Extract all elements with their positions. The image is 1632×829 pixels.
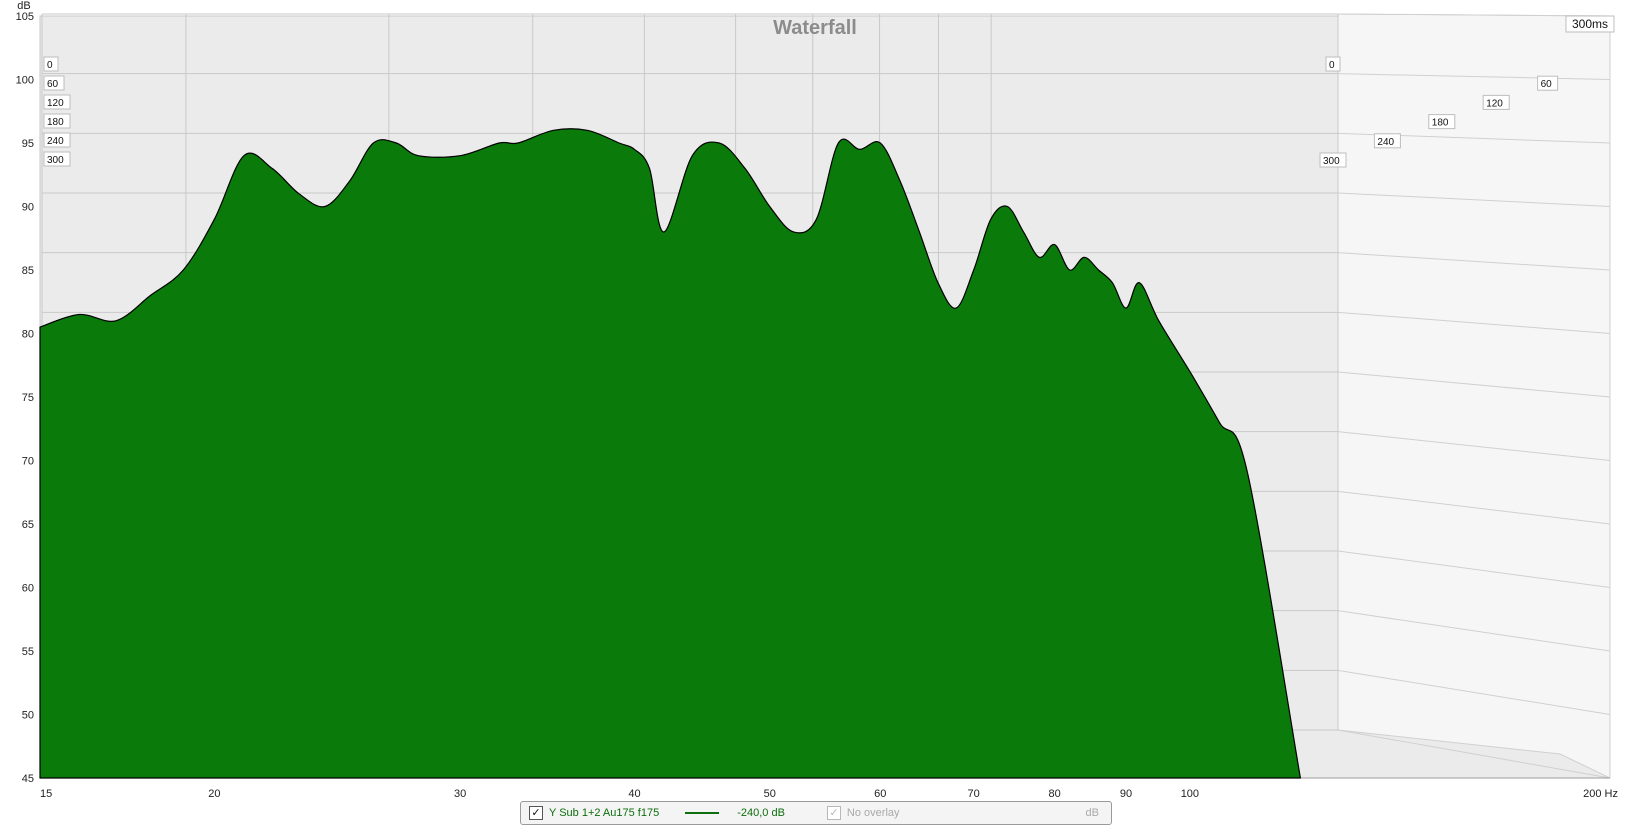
overlay-checkbox[interactable]: ✓ (826, 806, 841, 820)
time-label-left: 180 (47, 117, 64, 128)
grid-line-depth (1337, 192, 1611, 207)
chart-title: Waterfall (773, 17, 857, 39)
x-tick-label: 50 (764, 788, 776, 800)
x-tick-label: 30 (454, 788, 466, 800)
time-corner-box (1565, 15, 1615, 33)
time-label-left: 300 (47, 155, 64, 166)
y-tick-label: 55 (22, 646, 34, 658)
y-tick-label: 65 (22, 519, 34, 531)
y-tick-label: 70 (22, 456, 34, 468)
grid-line-depth (1337, 490, 1611, 525)
y-tick-label: 100 (16, 75, 34, 87)
grid-line-depth (1337, 550, 1611, 588)
right-depth-panel (1337, 13, 1611, 779)
grid-line-depth (1337, 311, 1611, 334)
y-tick-label: 75 (22, 392, 34, 404)
x-tick-label: 90 (1120, 788, 1132, 800)
y-tick-label: 80 (22, 329, 34, 341)
time-corner-label: 300ms (1572, 17, 1608, 31)
legend-bar: ✓ Y Sub 1+2 Au175 f175 -240,0 dB ✓ No ov… (520, 801, 1112, 825)
grid-line-depth (1337, 252, 1611, 271)
time-label-right: 180 (1432, 118, 1449, 129)
x-tick-label: 15 (40, 788, 52, 800)
y-tick-label: 85 (22, 265, 34, 277)
y-tick-label: 50 (22, 710, 34, 722)
x-tick-label: 100 (1181, 788, 1199, 800)
x-tick-label: 80 (1048, 788, 1060, 800)
y-unit-label: dB (17, 0, 30, 12)
unit-label: dB (1085, 807, 1099, 819)
time-label-right: 240 (1377, 137, 1394, 148)
time-label-box (43, 75, 65, 91)
time-label-right: 0 (1329, 60, 1335, 71)
time-label-right: 300 (1323, 156, 1340, 167)
x-tick-label: 60 (874, 788, 886, 800)
time-label-left: 120 (47, 98, 64, 109)
grid-line-depth (1337, 431, 1611, 461)
y-tick-label: 90 (22, 202, 34, 214)
time-label-box (43, 113, 71, 129)
time-label-left: 0 (47, 60, 53, 71)
y-tick-label: 95 (22, 138, 34, 150)
x-tick-label: 20 (208, 788, 220, 800)
time-label-box (43, 132, 71, 148)
y-tick-label: 60 (22, 583, 34, 595)
series-offset[interactable]: -240,0 dB (737, 807, 785, 819)
series-checkbox[interactable]: ✓ (529, 806, 543, 820)
x-tick-label: 40 (628, 788, 640, 800)
y-tick-label: 105 (16, 11, 34, 23)
time-label-box (1482, 94, 1510, 110)
time-label-box (1373, 133, 1401, 149)
grid-line-depth (1337, 669, 1611, 715)
x-tick-label: 70 (968, 788, 980, 800)
grid-line-depth (1337, 371, 1611, 398)
waterfall-slice (39, 128, 1301, 779)
waterfall-slices (39, 128, 1301, 779)
y-tick-label: 45 (22, 773, 34, 785)
x-tick-label: 200 Hz (1583, 788, 1618, 800)
grid-line-depth (1337, 729, 1611, 779)
overlay-label: No overlay (846, 807, 900, 819)
time-label-left: 240 (47, 136, 64, 147)
grid-line-depth (1337, 13, 1611, 17)
time-label-box (43, 94, 71, 110)
time-label-box (1325, 56, 1341, 72)
time-label-box (43, 56, 59, 72)
grid-line-depth (1337, 73, 1611, 80)
series-name[interactable]: Y Sub 1+2 Au175 f175 (549, 807, 660, 819)
time-label-box (1319, 152, 1347, 168)
time-label-left: 60 (47, 79, 59, 90)
time-label-right: 120 (1486, 98, 1503, 109)
time-label-box (1537, 75, 1559, 91)
grid-line-depth (1337, 610, 1611, 652)
time-label-box (43, 151, 71, 167)
time-label-box (1428, 114, 1456, 130)
series-line-swatch (685, 812, 720, 814)
time-label-right: 60 (1541, 79, 1553, 90)
